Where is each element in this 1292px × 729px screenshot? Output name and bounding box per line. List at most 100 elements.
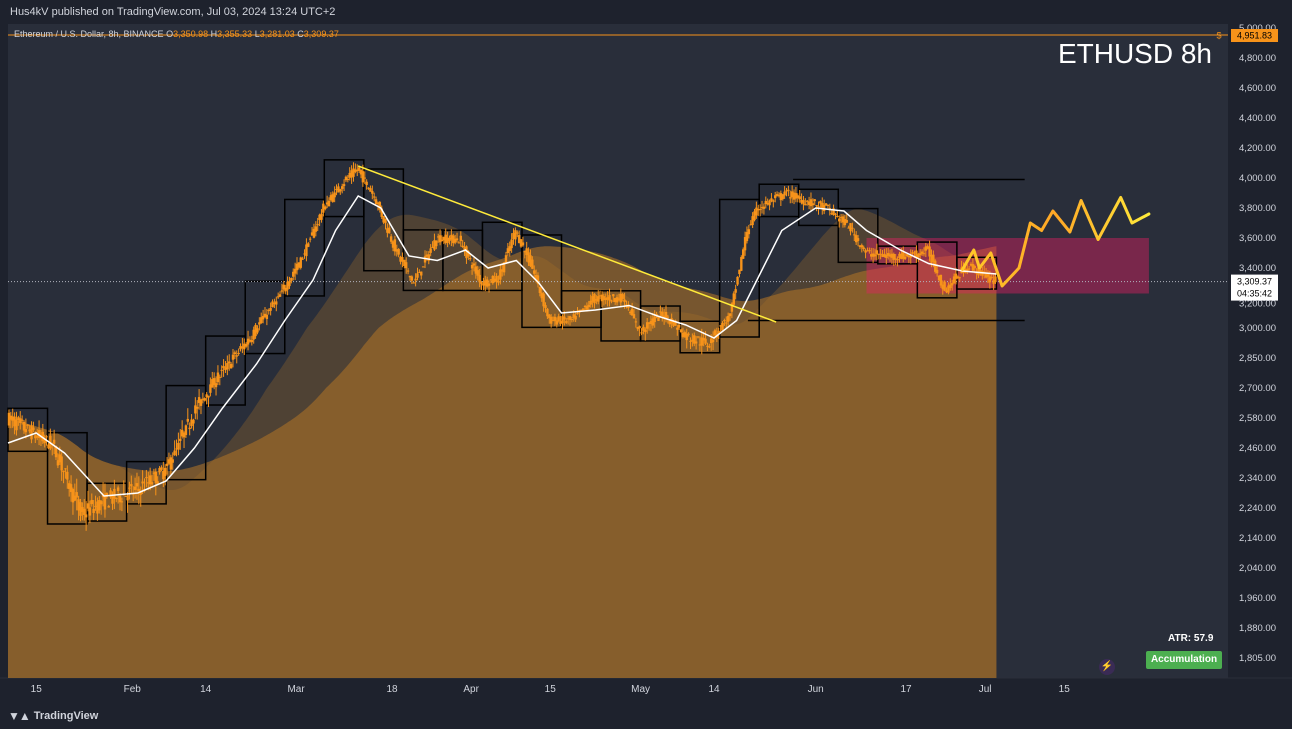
candle-body	[519, 239, 523, 247]
candle-body	[293, 268, 297, 274]
tradingview-wordmark: TradingView	[33, 710, 99, 722]
candle-body	[273, 302, 276, 304]
candle-body	[977, 266, 980, 276]
candle-body	[585, 306, 589, 310]
candle-body	[425, 254, 429, 257]
candle-body	[115, 498, 118, 500]
candle-body	[83, 508, 86, 515]
candle-body	[819, 201, 822, 204]
candle-body	[88, 507, 92, 516]
candle-body	[126, 495, 129, 501]
candle-body	[992, 280, 995, 284]
candle-body	[798, 196, 801, 200]
candle-body	[120, 501, 124, 503]
candle-body	[647, 322, 651, 324]
candle-body	[450, 234, 453, 240]
candle-body	[34, 435, 37, 439]
candle-body	[881, 254, 884, 257]
candle-body	[423, 256, 427, 263]
lightning-icon[interactable]: ⚡	[1099, 659, 1115, 675]
candle-body	[523, 251, 527, 253]
candle-body	[785, 190, 788, 192]
candle-body	[677, 325, 681, 328]
candle-body	[809, 199, 813, 207]
y-tick-label: 3,000.00	[1239, 323, 1276, 334]
candle-body	[693, 335, 696, 344]
candle-body	[687, 333, 690, 335]
x-tick-label: 15	[1059, 684, 1071, 695]
candle-body	[924, 246, 928, 251]
candle-body	[188, 427, 191, 430]
candle-body	[226, 363, 229, 370]
candle-body	[499, 269, 502, 280]
candle-body	[470, 264, 474, 269]
x-tick-label: Feb	[124, 684, 142, 695]
candle-body	[118, 495, 122, 503]
candle-body	[661, 311, 664, 317]
candle-body	[668, 320, 671, 325]
candle-body	[909, 255, 912, 258]
publisher-bar: Hus4kV published on TradingView.com, Jul…	[0, 0, 1292, 24]
candle-body	[832, 208, 835, 216]
y-tick-label: 1,805.00	[1239, 653, 1276, 664]
candle-body	[598, 295, 602, 297]
candle-body	[905, 254, 909, 257]
candle-body	[197, 397, 201, 403]
candle-body	[824, 203, 828, 206]
candle-body	[62, 470, 65, 473]
candle-body	[787, 189, 790, 191]
candle-body	[421, 266, 425, 268]
candle-body	[811, 203, 815, 206]
candle-body	[533, 270, 536, 274]
candle-body	[410, 276, 414, 281]
x-tick-label: Jul	[979, 684, 992, 695]
projection-path	[961, 196, 1151, 288]
currency-icon: $	[1216, 31, 1221, 41]
candle-body	[640, 332, 643, 334]
candle-body	[774, 195, 777, 199]
candle-body	[271, 301, 274, 308]
candle-body	[452, 235, 455, 244]
price-chart[interactable]: 5,000.004,800.004,600.004,400.004,200.00…	[0, 24, 1292, 703]
candle-body	[576, 313, 579, 315]
candle-body	[629, 311, 632, 314]
candle-body	[288, 280, 291, 287]
candle-body	[726, 315, 730, 322]
candle-body	[212, 378, 216, 386]
candle-body	[902, 252, 905, 259]
candle-body	[725, 322, 728, 324]
candle-body	[883, 253, 886, 258]
candle-body	[854, 235, 858, 243]
candle-body	[930, 254, 933, 263]
x-tick-label: 18	[387, 684, 399, 695]
candle-body	[922, 253, 926, 255]
candle-body	[755, 207, 758, 216]
candle-body	[915, 250, 918, 259]
candle-body	[634, 321, 638, 323]
candle-body	[781, 194, 784, 200]
candle-body	[645, 322, 649, 329]
candle-body	[583, 305, 587, 308]
candle-body	[141, 481, 144, 484]
candle-body	[551, 320, 555, 322]
accumulation-badge: Accumulation	[1146, 651, 1222, 669]
candle-body	[378, 202, 382, 210]
current-price-label: 3,309.37	[1237, 277, 1272, 287]
candle-body	[674, 320, 677, 326]
candle-body	[792, 192, 796, 200]
candle-body	[664, 311, 668, 320]
close-value: 3,309.37	[303, 29, 339, 39]
atr-readout: ATR: 57.9	[1168, 633, 1214, 644]
candle-body	[632, 314, 636, 319]
published-info: Hus4kV published on TradingView.com, Jul…	[10, 6, 336, 18]
candle-body	[839, 216, 843, 218]
candle-body	[41, 431, 45, 442]
candle-body	[657, 316, 660, 321]
candle-body	[967, 268, 971, 270]
candle-body	[728, 313, 732, 317]
candle-body	[514, 230, 517, 240]
candle-body	[561, 316, 564, 324]
candle-body	[762, 206, 766, 209]
candle-body	[382, 215, 385, 223]
candle-body	[568, 316, 572, 320]
